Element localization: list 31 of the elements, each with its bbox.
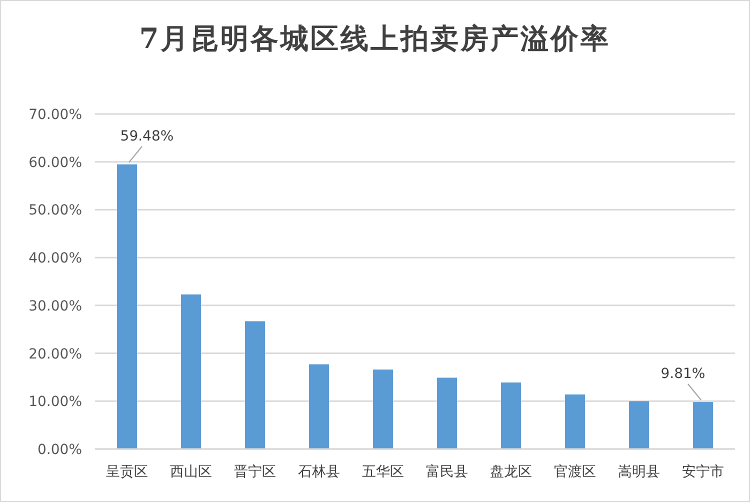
bar xyxy=(437,378,457,449)
x-tick-label: 嵩明县 xyxy=(618,464,660,480)
bar xyxy=(245,321,265,449)
bar xyxy=(117,164,137,449)
data-label: 9.81% xyxy=(660,366,706,382)
bar xyxy=(501,382,521,449)
x-tick-label: 西山区 xyxy=(170,464,212,480)
y-tick-label: 40.00% xyxy=(28,250,82,267)
y-tick-label: 50.00% xyxy=(28,202,82,219)
bar xyxy=(693,402,713,449)
x-tick-label: 盘龙区 xyxy=(490,464,532,480)
x-tick-label: 五华区 xyxy=(362,464,404,480)
bar xyxy=(181,294,201,449)
y-tick-label: 70.00% xyxy=(28,107,82,123)
x-tick-label: 富民县 xyxy=(426,464,468,480)
y-tick-label: 30.00% xyxy=(28,298,82,314)
x-tick-label: 官渡区 xyxy=(554,464,596,480)
chart-title: 7月昆明各城区线上拍卖房产溢价率 xyxy=(139,22,611,55)
y-tick-label: 10.00% xyxy=(28,394,82,410)
bar xyxy=(565,394,585,449)
bar xyxy=(629,401,649,449)
data-label: 59.48% xyxy=(120,128,174,144)
y-tick-label: 0.00% xyxy=(38,442,82,458)
x-tick-label: 晋宁区 xyxy=(234,464,276,480)
bar xyxy=(373,370,393,449)
x-tick-label: 石林县 xyxy=(298,464,340,480)
bar xyxy=(309,364,329,449)
y-tick-label: 60.00% xyxy=(28,154,82,171)
x-tick-label: 安宁市 xyxy=(682,464,724,480)
x-tick-label: 呈贡区 xyxy=(106,464,148,480)
y-tick-label: 20.00% xyxy=(28,346,82,362)
